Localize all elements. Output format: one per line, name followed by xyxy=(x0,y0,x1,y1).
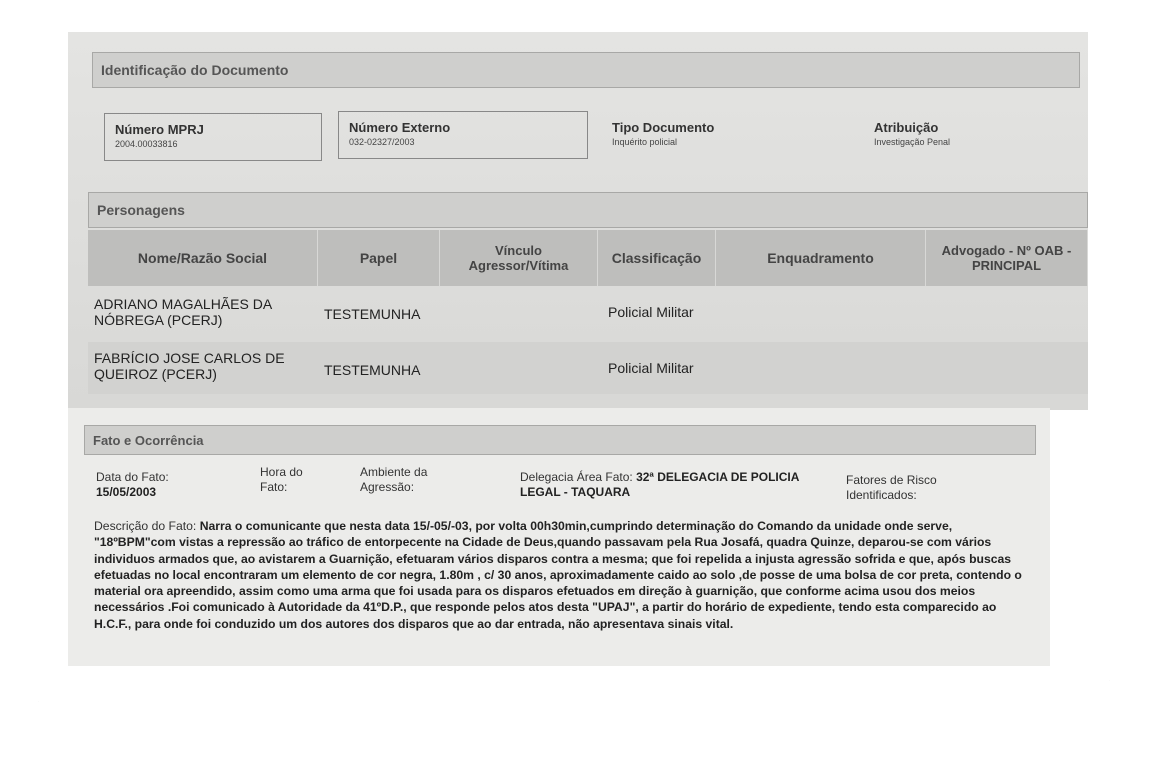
field-label: Número Externo xyxy=(349,120,451,135)
cell-nome: FABRÍCIO JOSE CARLOS DE QUEIROZ (PCERJ) xyxy=(94,350,285,382)
delegacia-label: Delegacia Área Fato: xyxy=(520,470,633,484)
data-fato-value: 15/05/2003 xyxy=(96,485,157,499)
cell-classificacao: Policial Militar xyxy=(608,360,694,376)
field-tipo-documento: Tipo Documento Inquérito policial xyxy=(612,120,714,147)
fato-header: Fato e Ocorrência xyxy=(84,425,1036,455)
descricao-value: Narra o comunicante que nesta data 15/-0… xyxy=(94,519,1022,631)
cell-nome: ADRIANO MAGALHÃES DA NÓBREGA (PCERJ) xyxy=(94,296,272,328)
cell-papel: TESTEMUNHA xyxy=(324,306,421,322)
field-numero-externo: Número Externo 032-02327/2003 xyxy=(338,111,588,159)
col-advogado: Advogado - Nº OAB - PRINCIPAL xyxy=(926,230,1088,286)
col-classificacao: Classificação xyxy=(598,230,716,286)
field-label: Tipo Documento xyxy=(612,120,715,135)
field-atribuicao: Atribuição Investigação Penal xyxy=(874,120,950,147)
field-value: 032-02327/2003 xyxy=(349,137,415,147)
field-value: Investigação Penal xyxy=(874,137,951,147)
col-papel: Papel xyxy=(318,230,440,286)
field-value: Inquérito policial xyxy=(612,137,678,147)
descricao-label: Descrição do Fato: xyxy=(94,519,197,533)
col-nome: Nome/Razão Social xyxy=(88,230,318,286)
field-label: Atribuição xyxy=(874,120,939,135)
data-fato: Data do Fato: 15/05/2003 xyxy=(96,470,206,500)
data-fato-label: Data do Fato: xyxy=(96,470,169,484)
cell-classificacao: Policial Militar xyxy=(608,304,694,320)
personagens-header: Personagens xyxy=(88,192,1088,228)
field-value: 2004.00033816 xyxy=(115,139,178,149)
descricao-fato: Descrição do Fato: Narra o comunicante q… xyxy=(94,518,1034,632)
hora-fato-label: Hora do Fato: xyxy=(260,465,303,494)
field-numero-mprj: Número MPRJ 2004.00033816 xyxy=(104,113,322,161)
ambiente-label: Ambiente da Agressão: xyxy=(360,465,428,494)
identificacao-header: Identificação do Documento xyxy=(92,52,1080,88)
fatores-risco-label: Fatores de Risco Identificados: xyxy=(846,473,937,502)
delegacia: Delegacia Área Fato: 32ª DELEGACIA DE PO… xyxy=(520,470,810,500)
table-row: FABRÍCIO JOSE CARLOS DE QUEIROZ (PCERJ) … xyxy=(88,342,1088,394)
col-vinculo: Vínculo Agressor/Vítima xyxy=(440,230,598,286)
col-enquadramento: Enquadramento xyxy=(716,230,926,286)
table-row: ADRIANO MAGALHÃES DA NÓBREGA (PCERJ) TES… xyxy=(88,288,1088,340)
delegacia-value: 32ª DELEGACIA DE POLICIA LEGAL - TAQUARA xyxy=(520,470,799,499)
cell-papel: TESTEMUNHA xyxy=(324,362,421,378)
field-label: Número MPRJ xyxy=(115,122,204,137)
